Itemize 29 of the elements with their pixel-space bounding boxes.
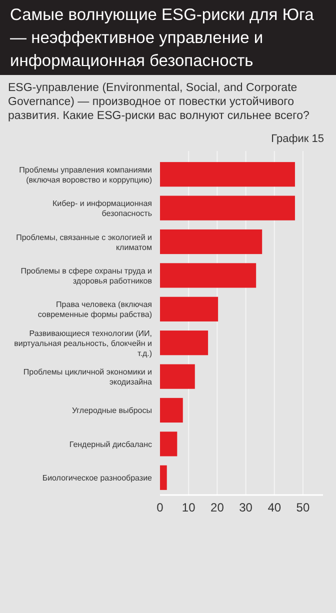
bar (160, 263, 256, 288)
y-tick-label: Проблемы в сфере охраны труда и здоровья работников (20, 266, 152, 286)
x-tick-label: 30 (239, 500, 253, 515)
y-tick-label: Проблемы управления компаниями (включая воровство и коррупцию) (19, 165, 152, 184)
bar (160, 296, 218, 322)
x-tick-label: 20 (210, 500, 224, 515)
chart-title: Самые волнующие ESG-риски для Юга — неэффективное управление и информационная безопасность (0, 0, 336, 75)
x-tick-label: 10 (182, 500, 196, 515)
bar (160, 162, 295, 187)
bar (160, 432, 178, 456)
x-tick-label: 40 (268, 500, 282, 515)
bar (160, 229, 262, 254)
x-tick-label: 50 (296, 500, 310, 515)
bar (160, 398, 183, 423)
y-tick-label: Углеродные выбросы (72, 406, 152, 416)
bar (160, 330, 208, 356)
x-tick-label: 0 (156, 500, 164, 515)
y-tick-label: Проблемы, связанные с экологией и климатом (16, 232, 152, 252)
y-tick-label: Биологическое разнообразие (42, 474, 153, 483)
y-tick-label: Гендерный дисбаланс (69, 440, 152, 449)
bar (160, 196, 295, 220)
bar (160, 465, 167, 490)
text: График 15 (270, 132, 325, 145)
bar (160, 364, 195, 389)
y-tick-label: Права человека (включая современные формы рабства) (38, 300, 152, 320)
y-tick-label: Развивающиеся технологии (ИИ, виртуальная реальность, блокчейн и т.д.) (14, 328, 152, 358)
chart-subtitle: ESG-управление (Environmental, Social, and Corporate Governance) — производное от повестки устойчивого развития. Какие ESG-риски вас волнуют сильнее всего? (7, 81, 310, 123)
y-tick-label: Кибер- и информационная безопасность (52, 199, 152, 218)
y-tick-label: Проблемы цикличной экономики и экодизайна (23, 368, 153, 387)
